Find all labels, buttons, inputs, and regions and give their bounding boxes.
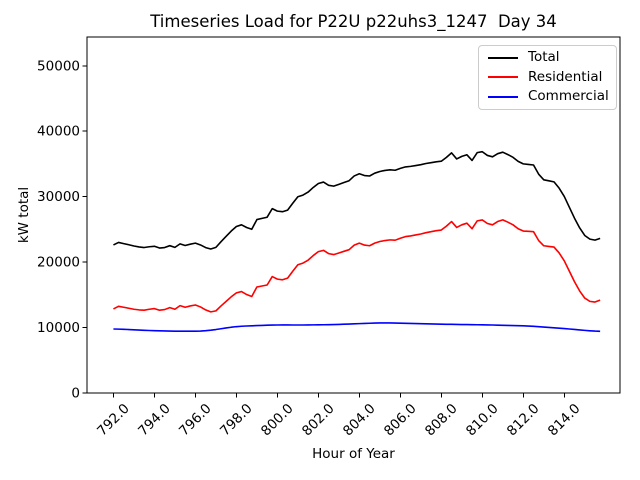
legend-label-residential: Residential xyxy=(528,68,603,85)
x-tick-label: 800.0 xyxy=(258,401,297,440)
legend-label-total: Total xyxy=(528,49,560,66)
x-tick-label: 808.0 xyxy=(422,401,461,440)
x-tick-label: 806.0 xyxy=(381,401,420,440)
legend: Total Residential Commercial xyxy=(478,45,617,110)
x-axis-label: Hour of Year xyxy=(312,446,395,462)
legend-line-commercial-icon xyxy=(488,96,518,99)
legend-entry-commercial: Commercial xyxy=(479,90,616,104)
y-tick-label: 10000 xyxy=(37,320,80,336)
legend-label-commercial: Commercial xyxy=(528,88,609,105)
y-tick-label: 20000 xyxy=(37,255,80,271)
y-tick-label: 0 xyxy=(71,386,80,402)
legend-entry-total: Total xyxy=(479,51,616,65)
legend-line-total-icon xyxy=(488,56,518,59)
x-tick-label: 802.0 xyxy=(299,401,338,440)
x-tick-label: 804.0 xyxy=(340,401,379,440)
y-tick-label: 40000 xyxy=(37,124,80,140)
x-tick-label: 814.0 xyxy=(545,401,584,440)
series-line-total xyxy=(113,150,601,250)
x-tick-label: 798.0 xyxy=(217,401,256,440)
x-tick-label: 796.0 xyxy=(176,401,215,440)
y-tick-label: 30000 xyxy=(37,189,80,205)
y-axis-label: kW total xyxy=(16,187,32,243)
x-tick-label: 794.0 xyxy=(135,401,174,440)
series-line-commercial xyxy=(113,322,601,333)
x-tick-label: 810.0 xyxy=(463,401,502,440)
x-tick-label: 812.0 xyxy=(504,401,543,440)
series-line-residential xyxy=(113,219,601,313)
x-tick-label: 792.0 xyxy=(94,401,133,440)
y-tick-label: 50000 xyxy=(37,58,80,74)
legend-entry-residential: Residential xyxy=(479,68,616,85)
chart-title: Timeseries Load for P22U p22uhs3_1247 Da… xyxy=(149,12,557,32)
legend-line-residential-icon xyxy=(488,76,518,79)
axes-frame xyxy=(86,36,621,394)
